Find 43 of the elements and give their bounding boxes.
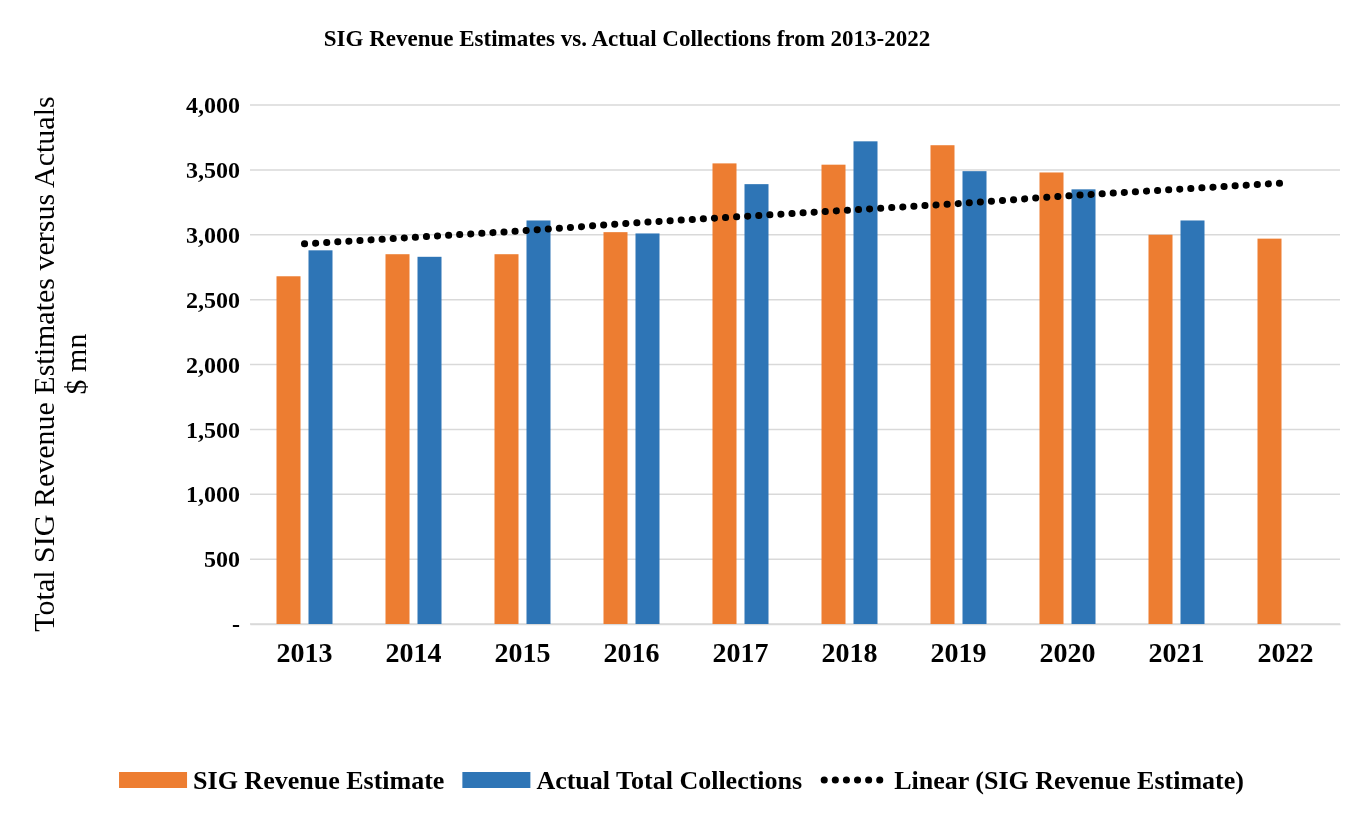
y-tick-label: 1,000 bbox=[186, 481, 240, 508]
y-axis-title: Total SIG Revenue Estimates versus Actuals $ mn bbox=[27, 96, 92, 632]
y-tick-label: 4,000 bbox=[186, 92, 240, 119]
x-tick-label: 2022 bbox=[1257, 636, 1314, 668]
y-tick-label: 3,500 bbox=[186, 157, 240, 184]
x-tick-label: 2017 bbox=[712, 636, 769, 668]
x-tick-label: 2013 bbox=[276, 636, 333, 668]
x-tick-label: 2019 bbox=[930, 636, 987, 668]
bar bbox=[385, 254, 410, 624]
bar bbox=[821, 164, 846, 624]
bar bbox=[526, 220, 551, 624]
y-tick-label: 2,000 bbox=[186, 351, 240, 378]
legend-label: Actual Total Collections bbox=[536, 766, 803, 795]
x-tick-label: 2018 bbox=[821, 636, 878, 668]
bar bbox=[712, 163, 737, 624]
x-tick-label: 2020 bbox=[1039, 636, 1096, 668]
bar bbox=[1039, 172, 1064, 624]
bar bbox=[276, 276, 301, 624]
bar bbox=[853, 141, 878, 624]
x-tick-label: 2021 bbox=[1148, 636, 1205, 668]
x-tick-label: 2015 bbox=[494, 636, 551, 668]
bar bbox=[494, 254, 519, 624]
y-tick-label: 3,000 bbox=[186, 221, 240, 248]
bar bbox=[962, 171, 987, 624]
legend-label: Linear (SIG Revenue Estimate) bbox=[894, 766, 1244, 795]
y-tick-label: 1,500 bbox=[186, 416, 240, 443]
legend-label: SIG Revenue Estimate bbox=[193, 766, 445, 795]
y-tick-label: 2,500 bbox=[186, 286, 240, 313]
bar bbox=[603, 232, 628, 624]
bar bbox=[930, 145, 955, 624]
bar bbox=[635, 233, 660, 624]
y-tick-label: - bbox=[232, 611, 240, 638]
bar bbox=[1180, 220, 1205, 624]
bar bbox=[744, 184, 769, 624]
chart-title: SIG Revenue Estimates vs. Actual Collections from 2013-2022 bbox=[323, 26, 931, 51]
x-tick-label: 2016 bbox=[603, 636, 660, 668]
bar bbox=[1148, 234, 1173, 624]
bar bbox=[417, 256, 442, 624]
bar bbox=[1257, 238, 1282, 624]
x-tick-label: 2014 bbox=[385, 636, 442, 668]
bar bbox=[1071, 189, 1096, 624]
y-tick-label: 500 bbox=[204, 546, 240, 573]
bar bbox=[308, 250, 333, 624]
